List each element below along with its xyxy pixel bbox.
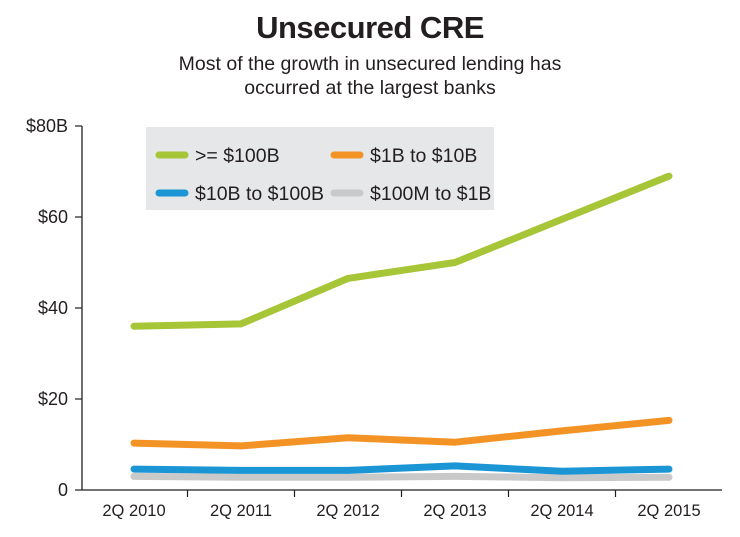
x-tick-label: 2Q 2010 — [102, 502, 165, 520]
x-tick-label: 2Q 2013 — [423, 502, 486, 520]
y-tick-label: $20 — [38, 389, 68, 409]
x-tick-label: 2Q 2012 — [316, 502, 379, 520]
series-line — [130, 172, 673, 330]
chart-title: Unsecured CRE — [256, 10, 484, 45]
y-tick-label: $80B — [26, 116, 68, 136]
series-lines — [130, 172, 673, 482]
legend-label: >= $100B — [195, 145, 280, 167]
series-line — [130, 416, 673, 450]
axes — [75, 125, 722, 497]
legend-label: $1B to $10B — [370, 145, 477, 167]
legend-box — [146, 127, 494, 210]
x-tick-label: 2Q 2014 — [530, 502, 593, 520]
y-tick-label: 0 — [58, 480, 68, 500]
legend-label: $10B to $100B — [195, 183, 324, 205]
series-line — [130, 462, 673, 475]
x-tick-label: 2Q 2015 — [637, 502, 700, 520]
legend: >= $100B $1B to $10B $10B to $100B $100M to… — [146, 127, 494, 210]
series-line — [130, 472, 673, 482]
x-tick-label: 2Q 2011 — [210, 502, 272, 520]
legend-label: $100M to $1B — [370, 183, 491, 205]
tick-labels: 0 $20 $40 $60 $80B 2Q 2010 2Q 2011 2Q 2012 2Q 20… — [26, 116, 701, 520]
chart-subtitle: Most of the growth in unsecured lending … — [178, 53, 562, 99]
y-tick-label: $40 — [38, 298, 68, 318]
y-tick-label: $60 — [38, 207, 68, 227]
